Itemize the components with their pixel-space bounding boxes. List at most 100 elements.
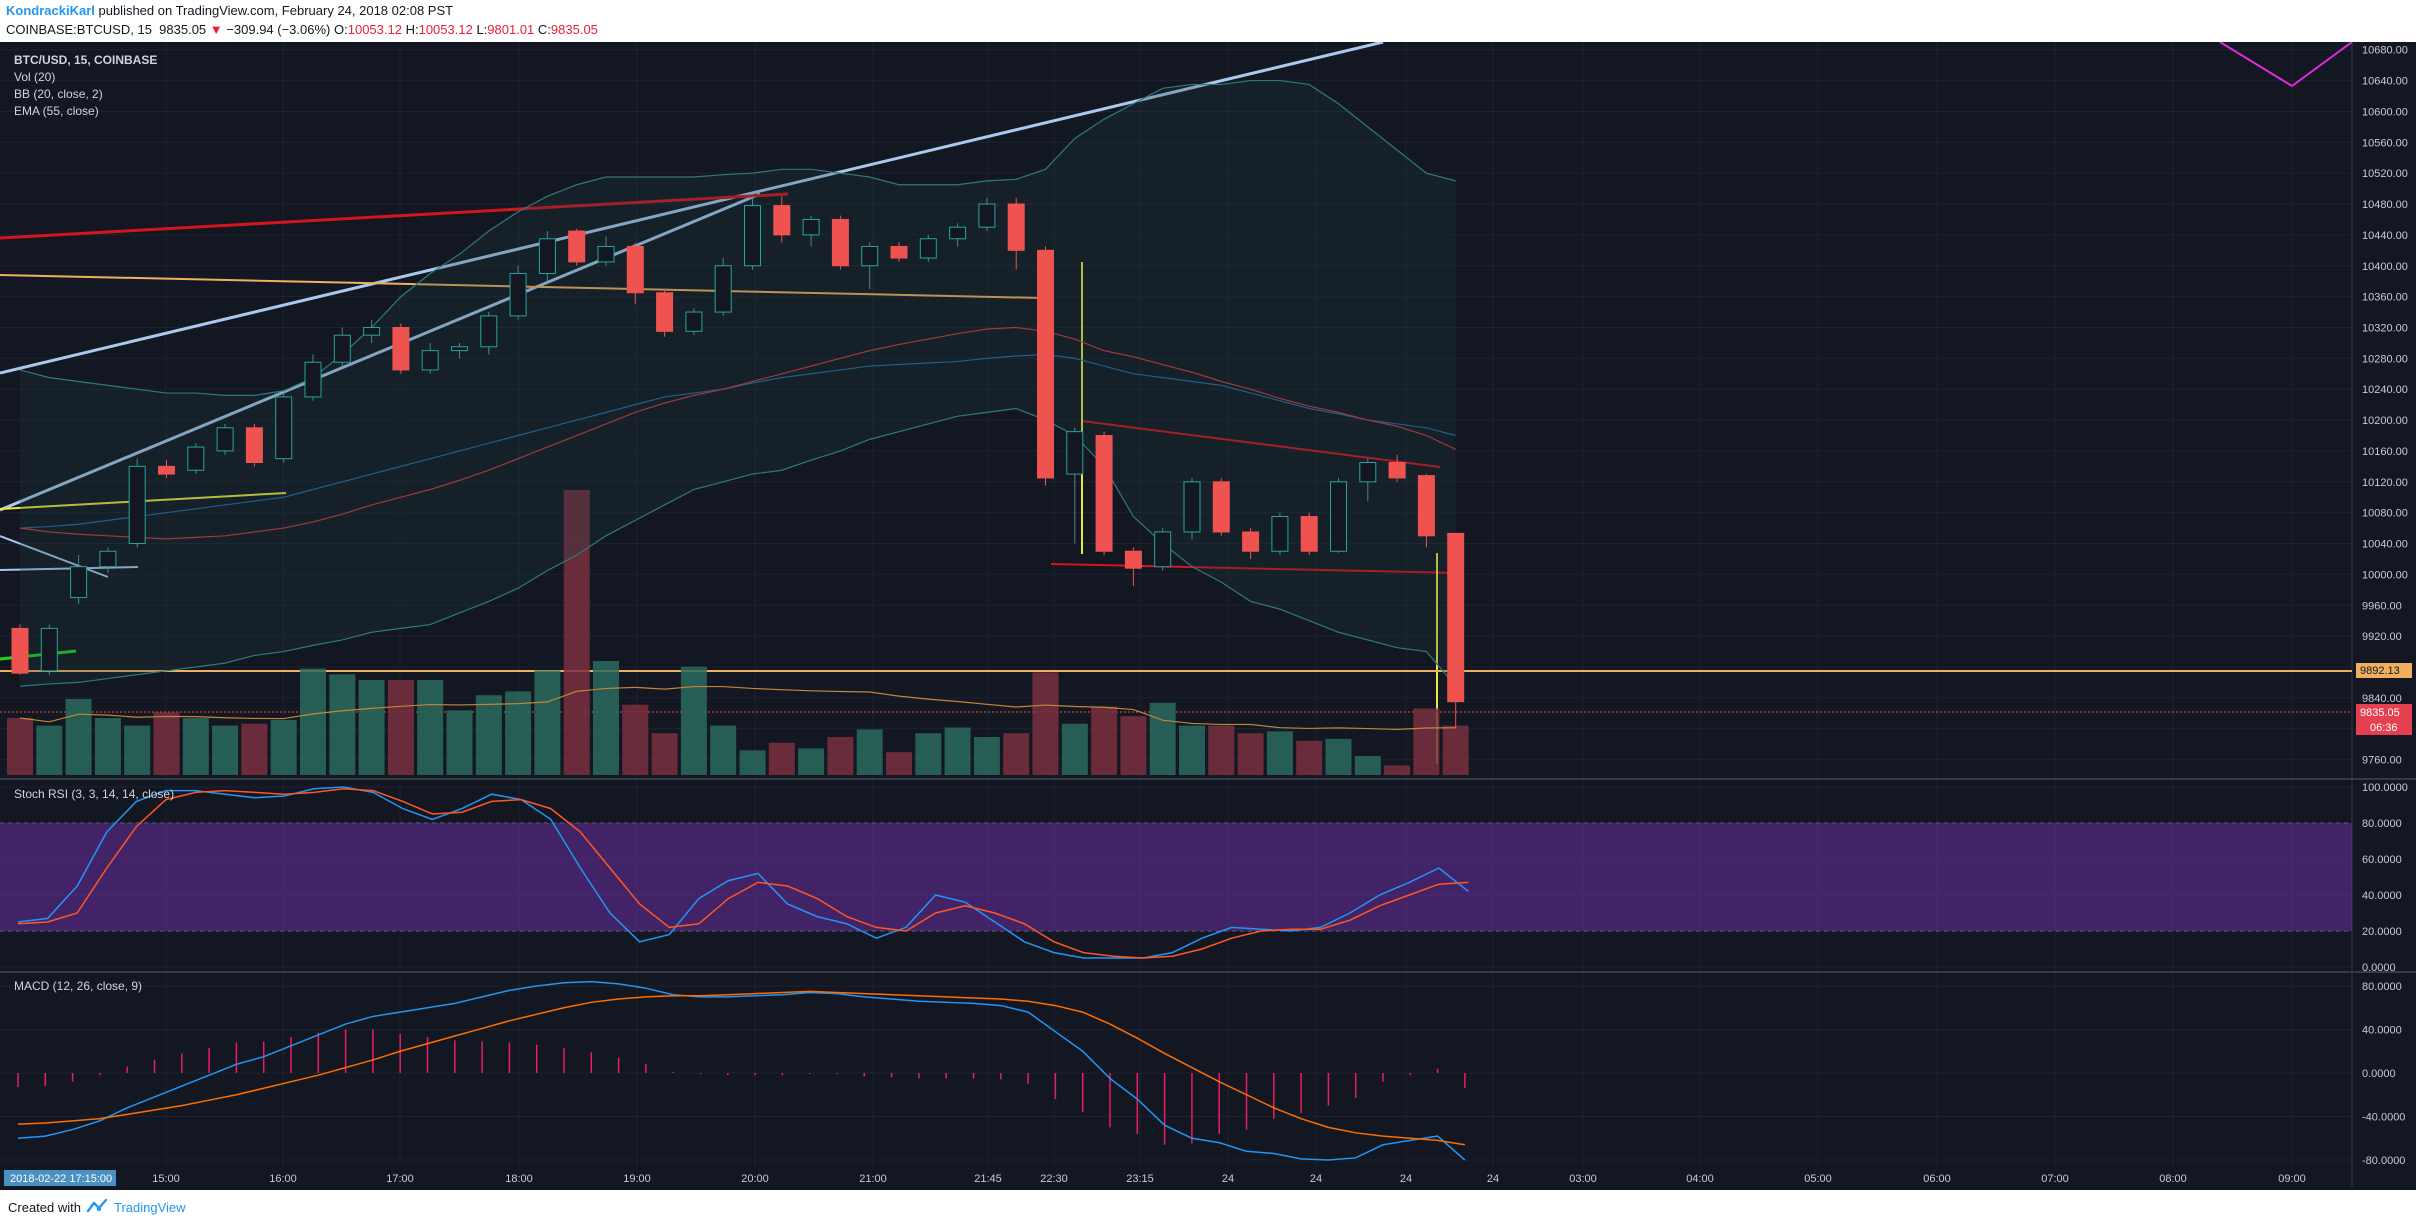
candle[interactable] xyxy=(890,242,908,262)
candle[interactable] xyxy=(744,196,761,270)
candle[interactable] xyxy=(538,231,556,282)
candle[interactable] xyxy=(275,393,293,463)
candle[interactable] xyxy=(451,342,468,359)
candle[interactable] xyxy=(245,423,263,467)
candle[interactable] xyxy=(158,460,175,478)
stoch-k-line xyxy=(17,786,1469,959)
candle[interactable] xyxy=(802,215,820,247)
candle[interactable] xyxy=(1417,474,1435,548)
candle[interactable] xyxy=(1271,512,1289,556)
candle[interactable] xyxy=(685,308,703,336)
time-tick-label: 17:00 xyxy=(386,1173,414,1185)
candle-body xyxy=(187,446,205,471)
candle[interactable] xyxy=(978,197,996,232)
candle[interactable] xyxy=(509,265,527,320)
candle[interactable] xyxy=(1066,427,1084,544)
ema-legend: EMA (55, close) xyxy=(14,104,99,118)
candle-body xyxy=(949,226,967,240)
candle[interactable] xyxy=(333,327,351,367)
last-badge-bg xyxy=(2356,704,2412,735)
volume-bar xyxy=(417,680,444,775)
candle[interactable] xyxy=(1242,528,1260,559)
time-cursor-badge: 2018-02-22 17:15:00 xyxy=(4,1170,116,1186)
volume-bar xyxy=(1091,706,1118,775)
volume-bar xyxy=(651,733,678,775)
candle[interactable] xyxy=(861,242,879,289)
time-cursor-label: 2018-02-22 17:15:00 xyxy=(10,1173,112,1185)
volume-bar xyxy=(300,668,326,775)
candle[interactable] xyxy=(128,458,146,548)
macd-tick-label: 80.0000 xyxy=(2362,981,2402,993)
candle[interactable] xyxy=(70,555,88,604)
price-tick-label: 10600.00 xyxy=(2362,106,2408,118)
support-line-red[interactable] xyxy=(1050,563,1459,574)
header: KondrackiKarl published on TradingView.c… xyxy=(0,0,2416,42)
candle[interactable] xyxy=(773,196,791,243)
volume-bar xyxy=(915,733,942,775)
descending-resistance[interactable] xyxy=(1081,420,1441,468)
candle[interactable] xyxy=(1037,246,1054,486)
candle[interactable] xyxy=(568,228,586,266)
volume-bar xyxy=(563,490,590,775)
volume-bar xyxy=(329,674,356,775)
candle[interactable] xyxy=(187,443,205,475)
candle[interactable] xyxy=(1007,197,1025,270)
candle[interactable] xyxy=(392,323,410,374)
candle[interactable] xyxy=(1183,477,1201,540)
tradingview-logo-icon[interactable] xyxy=(86,1197,110,1215)
candle[interactable] xyxy=(1300,512,1318,556)
macd-tick-label: 0.0000 xyxy=(2362,1068,2396,1080)
candle[interactable] xyxy=(216,423,234,455)
volume-bar xyxy=(798,748,825,775)
chart-area[interactable]: 10680.00 10640.00 10600.00 10560.00 10520.00… xyxy=(0,42,2416,1190)
time-tick-label: 16:00 xyxy=(269,1173,297,1185)
candle[interactable] xyxy=(11,624,29,675)
purple-projection-b[interactable] xyxy=(2291,42,2353,87)
candle[interactable] xyxy=(480,312,498,355)
candle[interactable] xyxy=(1330,477,1347,553)
candle-body xyxy=(626,245,644,294)
volume-bar xyxy=(1266,731,1293,775)
time-tick-label: 21:45 xyxy=(974,1173,1002,1185)
candle[interactable] xyxy=(1095,431,1113,556)
candle-body xyxy=(363,326,381,336)
tradingview-link[interactable]: TradingView xyxy=(114,1200,186,1215)
candle[interactable] xyxy=(656,288,674,337)
volume-bar xyxy=(827,737,854,775)
volume-ma-line xyxy=(19,685,1456,731)
candle[interactable] xyxy=(1447,532,1465,728)
candle[interactable] xyxy=(714,258,732,316)
candle[interactable] xyxy=(99,547,117,573)
candle[interactable] xyxy=(363,319,381,343)
candle-body xyxy=(275,396,293,460)
candle[interactable] xyxy=(1388,454,1406,482)
short-level[interactable] xyxy=(0,566,139,571)
open-value: 10053.12 xyxy=(347,22,402,37)
candle[interactable] xyxy=(597,236,615,266)
purple-projection-a[interactable] xyxy=(2219,42,2293,87)
author-link[interactable]: KondrackiKarl xyxy=(6,3,95,18)
candle-body xyxy=(1124,550,1142,569)
publish-line: KondrackiKarl published on TradingView.c… xyxy=(6,3,453,18)
candle[interactable] xyxy=(949,223,967,247)
candle[interactable] xyxy=(1124,547,1142,586)
candle[interactable] xyxy=(304,354,322,401)
trendline-long[interactable] xyxy=(0,42,1384,375)
candle[interactable] xyxy=(1154,528,1172,571)
main-legend: BTC/USD, 15, COINBASE Vol (20) BB (20, c… xyxy=(14,53,157,118)
candle-body xyxy=(1242,531,1260,552)
resistance-line[interactable] xyxy=(0,192,789,240)
price-change: −309.94 (−3.06%) xyxy=(226,22,331,37)
price-tick-label: 10480.00 xyxy=(2362,199,2408,211)
candle[interactable] xyxy=(626,242,644,305)
short-diagonal[interactable] xyxy=(0,535,109,578)
candle[interactable] xyxy=(1359,458,1377,502)
candle[interactable] xyxy=(40,624,58,675)
candle[interactable] xyxy=(421,342,439,374)
candle[interactable] xyxy=(831,215,849,270)
candle-body xyxy=(1212,481,1230,533)
candle-body xyxy=(128,465,146,545)
price-tick-label: 10280.00 xyxy=(2362,353,2408,365)
candle[interactable] xyxy=(1212,477,1230,536)
candle[interactable] xyxy=(919,234,937,262)
